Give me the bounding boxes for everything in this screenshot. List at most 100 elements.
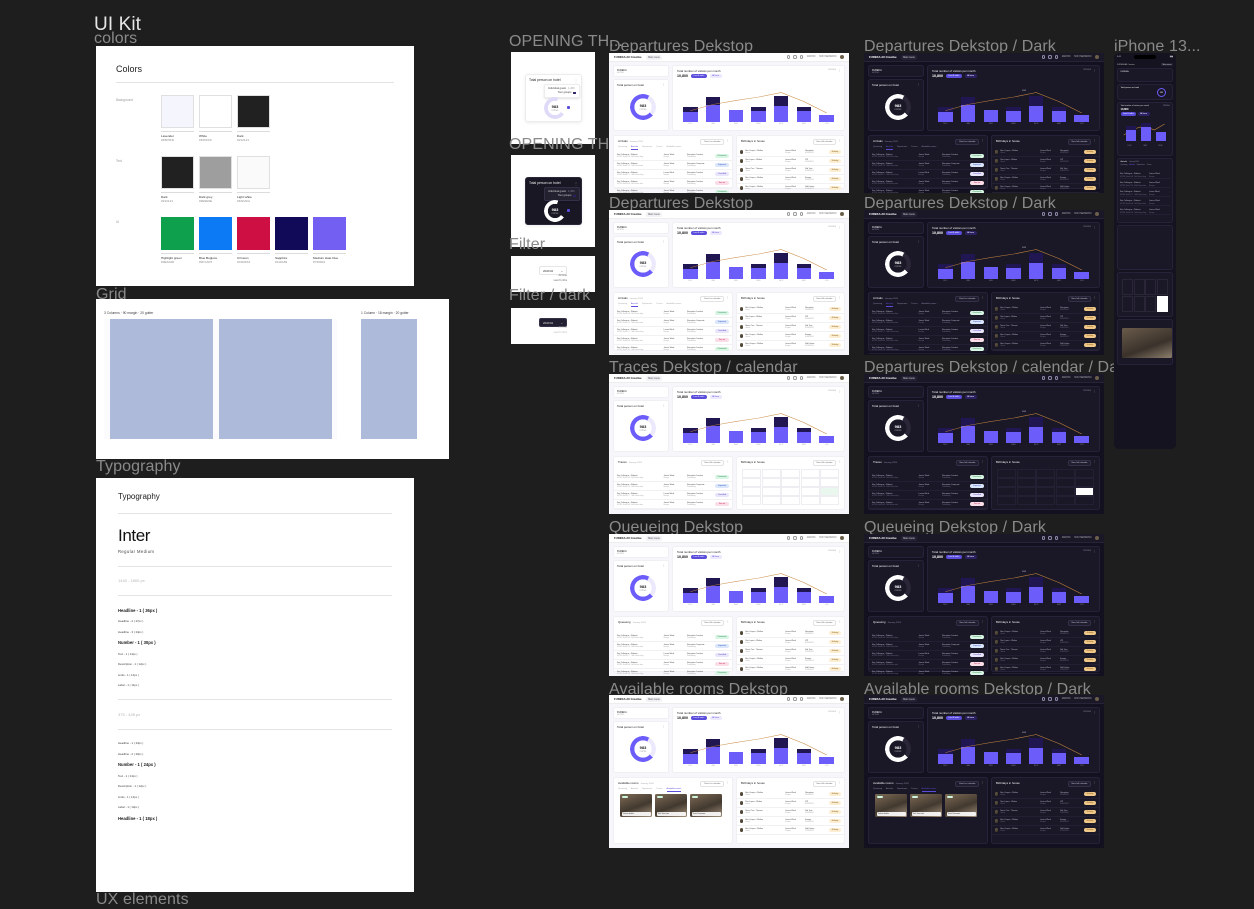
panel-tab-active[interactable]: Arrivals [631,146,638,150]
date-filter-select[interactable]: 2020/04 ⌄ [539,318,567,327]
table-row[interactable]: Kim Colleague - Roberts HOTEL Suite 6 A ·… [614,660,732,669]
table-row[interactable]: Ben Cooper - Walton Guest James Ward Europe… [737,665,844,674]
nav-user[interactable]: SOFI SERRANO [1074,213,1092,215]
calendar-cell[interactable] [1036,496,1055,505]
donut-card[interactable]: Total person on hotel ⋮ 983 rooms [868,721,924,773]
chart-pill-alt[interactable]: All time [709,395,722,399]
hotel-card[interactable]: FUREKA HOTEL [613,707,669,719]
calendar-cell[interactable] [1036,469,1055,478]
filter-option[interactable]: Last 6 mths [553,279,567,282]
left-panel[interactable]: Arrivals January 2024 Check in calendar ⋮ Qu… [613,135,733,193]
left-panel[interactable]: Queueing January 2024 View full calendar ⋮ K… [613,616,733,675]
panel-tab[interactable]: Available rooms [921,303,937,305]
chart-pill-active[interactable]: Last 6 mths [691,716,707,720]
table-row[interactable]: Kim Colleague - Roberts HOTEL Suite 2 B ·… [614,161,732,170]
dashboard-navbar[interactable]: FUREKA All Creative Main menu 2020 BC SOFI … [864,534,1104,543]
phone-table-row[interactable]: Kim Colleague - Roberts HOTEL Suite 6 A ·… [1120,200,1170,206]
kebab-icon[interactable]: ⋮ [1092,389,1096,393]
kebab-icon[interactable]: ⋮ [1092,225,1096,229]
theme-toggle-icon[interactable] [1055,55,1059,59]
calendar-cell[interactable] [800,496,820,505]
panel-action-button[interactable]: View full calendar [812,781,836,787]
table-row[interactable]: Ben Cooper - Walton Guest James Ward Europe… [992,332,1099,341]
kebab-icon[interactable]: ⋮ [980,459,984,463]
table-row[interactable]: Ben Cooper - Walton Guest James Ward Europe… [992,817,1099,826]
chart-period[interactable]: 2020/04 [828,550,836,552]
table-row[interactable]: Ben Cooper - Walton Guest James Ward Europe… [992,184,1099,193]
calendar-cell[interactable] [1075,478,1094,487]
avatar[interactable] [1095,212,1099,216]
bell-icon[interactable] [1048,536,1052,540]
calendar-cell[interactable] [820,478,839,487]
calendar-cell[interactable] [742,496,761,505]
phone-chart-card[interactable]: Total number of visitors per month 2020/… [1117,102,1173,156]
theme-toggle-icon[interactable] [800,697,804,701]
table-row[interactable]: Kim Colleague - Roberts HOTEL Suite 2 B ·… [614,482,732,491]
table-row[interactable]: Ben Cooper - Walton Guest James Ward Europe… [737,184,844,193]
bell-icon[interactable] [793,697,797,701]
panel-action-button[interactable]: Check in calendar [700,781,724,787]
panel-action-button[interactable]: View full calendar [812,139,836,145]
dashboard-navbar[interactable]: FUREKA All Creative Main menu 2020 BC SOFI … [609,374,849,383]
panel-tab-active[interactable]: Arrivals [631,303,638,307]
dashboard-navbar[interactable]: FUREKA All Creative Main menu 2020 BC SOFI … [864,210,1104,219]
room-photo-card[interactable]: Free Std. Twin suite [655,794,687,817]
panel-tab[interactable]: Departures [641,303,653,305]
avatar[interactable] [840,536,844,540]
dashboard-navbar[interactable]: FUREKA All Creative Main menu 2020 BC SOFI … [609,695,849,704]
table-row[interactable]: Kim Colleague - Roberts HOTEL Suite 4 A ·… [614,633,732,642]
panel-action-button[interactable]: View full calendar [700,460,724,466]
kebab-icon[interactable]: ⋮ [1092,138,1096,142]
table-row[interactable]: Ron Lopez - Walton Guest James Ward Europe V… [992,314,1099,323]
table-row[interactable]: Ben Cooper - Walton Guest James Ward Europe… [737,341,844,350]
nav-date[interactable]: 2020 BC [806,56,816,58]
panel-tab[interactable]: Traces [911,303,918,305]
dashboard-navbar[interactable]: FUREKA All Creative Main menu 2020 BC SOFI … [609,53,849,62]
left-panel[interactable]: Traces January 2024 View full calendar ⋮ Kim… [613,456,733,510]
phone-hotel-card[interactable]: FUREKA [1117,68,1173,82]
table-row[interactable]: Norris Tue - Thorsen Guest James Ward Europ… [737,647,844,656]
frame-dashboard-dark[interactable]: FUREKA All Creative Main menu 2020 BC SOFI … [864,374,1104,514]
calendar-cell[interactable] [997,496,1016,505]
kebab-icon[interactable]: ⋮ [1092,549,1096,553]
avatar[interactable] [1095,697,1099,701]
panel-tab[interactable]: Queueing [618,303,628,305]
kebab-icon[interactable]: ⋮ [837,295,841,299]
chart-period[interactable]: 2020/04 [1083,226,1091,228]
chart-card[interactable]: Total number of visitors per month 2020/0… [927,65,1100,131]
kebab-icon[interactable]: ⋮ [725,619,729,623]
panel-tab[interactable]: Traces [911,788,918,790]
table-row[interactable]: Norris Tue - Thorsen Guest James Ward Europ… [737,166,844,175]
calendar-cell[interactable] [1055,478,1075,487]
kebab-icon[interactable]: ⋮ [837,389,841,393]
frame-dashboard[interactable]: FUREKA All Creative Main menu 2020 BC SOFI … [609,210,849,355]
chart-pill-alt[interactable]: All time [964,716,977,720]
main-menu-chip[interactable]: Main menu [900,375,918,381]
left-panel[interactable]: Traces January 2024 View full calendar ⋮ Kim… [868,456,988,510]
frame-iphone[interactable]: 9:41 ▮▮▮ FUREKA All Creative Main menu F… [1114,53,1176,449]
bell-icon[interactable] [793,55,797,59]
kebab-icon[interactable]: ⋮ [916,563,920,567]
chart-period[interactable]: 2020/04 [1083,390,1091,392]
chart-pill-active[interactable]: Last 6 mths [946,395,962,399]
panel-action-button[interactable]: Check in calendar [955,781,979,787]
table-row[interactable]: Ron Lopez - Walton Guest James Ward Europe V… [737,638,844,647]
panel-tab[interactable]: Queueing [618,788,628,790]
table-row[interactable]: Kim Colleague - Roberts HOTEL Suite 6 A ·… [869,500,987,509]
frame-dashboard-dark[interactable]: FUREKA All Creative Main menu 2020 BC SOFI … [864,210,1104,355]
main-menu-chip[interactable]: Main menu [645,696,663,702]
bell-icon[interactable] [793,536,797,540]
table-row[interactable]: Kim Colleague - Roberts HOTEL Suite 6 A ·… [614,500,732,509]
donut-card[interactable]: Total person on hotel ⋮ 983 rooms [868,560,924,612]
main-menu-chip[interactable]: Main menu [645,211,663,217]
right-panel[interactable]: Birthdays in house View full calendar ⋮ Ben… [736,777,845,844]
chart-pill-alt[interactable]: All time [964,395,977,399]
nav-date[interactable]: 2020 BC [806,698,816,700]
search-icon[interactable] [786,697,790,701]
room-photo-card[interactable]: Free Deluxe double [875,794,907,817]
frame-dashboard[interactable]: FUREKA All Creative Main menu 2020 BC SOFI … [609,695,849,848]
left-panel[interactable]: Arrivals January 2024 Check in calendar ⋮ Qu… [613,292,733,354]
kebab-icon[interactable]: ⋮ [916,239,920,243]
